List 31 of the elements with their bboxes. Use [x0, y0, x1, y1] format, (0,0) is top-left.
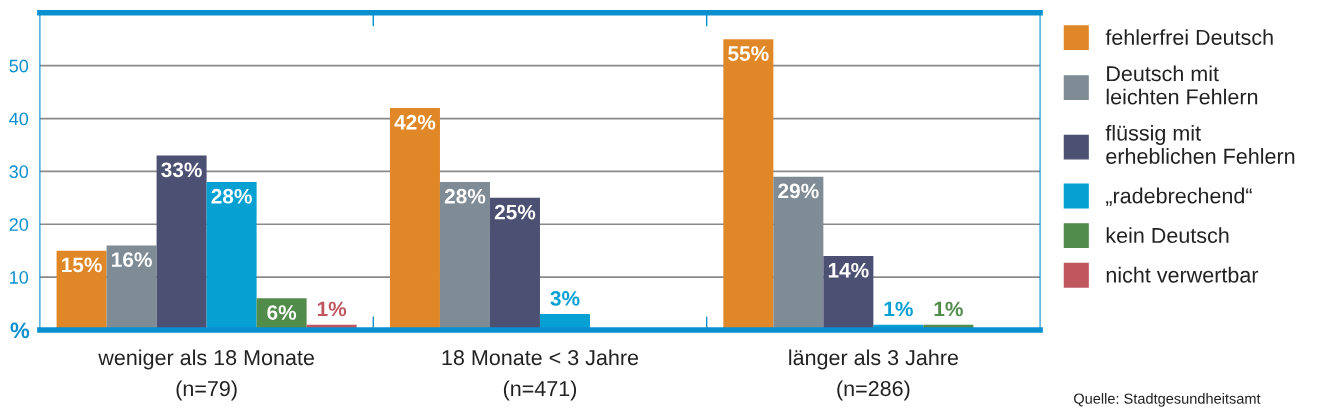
legend-label: kein Deutsch: [1106, 227, 1229, 244]
data-label: 29%: [778, 183, 819, 199]
x-tick-label: weniger als 18 Monate (n=79): [98, 349, 314, 401]
legend-label: fehlerfrei Deutsch: [1105, 29, 1273, 46]
data-label: 1%: [317, 301, 347, 317]
data-label: 55%: [728, 46, 769, 61]
legend-label: flüssig mit erheblichen Fehlern: [1105, 124, 1295, 164]
legend-label: Deutsch mit leichten Fehlern: [1106, 65, 1258, 105]
data-label: 15%: [62, 257, 102, 273]
y-tick-label: 50: [9, 59, 29, 73]
legend-label: „radebrechend“: [1106, 187, 1252, 206]
y-tick-label: 10: [10, 271, 29, 284]
legend-label: nicht verwertbar: [1106, 266, 1259, 283]
y-tick-label: 20: [9, 218, 29, 231]
data-label: 1%: [884, 301, 913, 317]
data-label: 3%: [550, 291, 580, 306]
data-label: 25%: [494, 204, 536, 220]
y-tick-label: 30: [9, 165, 29, 179]
data-label: 33%: [161, 162, 202, 178]
x-tick-label: länger als 3 Jahre (n=286): [789, 349, 958, 401]
data-label: 28%: [444, 188, 486, 204]
source-note: Quelle: Stadtgesundheitsamt: [1074, 393, 1261, 407]
data-label: 14%: [828, 262, 869, 278]
data-label: 1%: [934, 301, 963, 317]
data-label: 6%: [267, 305, 297, 320]
data-label: 42%: [394, 114, 436, 130]
y-axis-title: %: [10, 322, 30, 339]
x-tick-label: 18 Monate < 3 Jahre (n=471): [442, 349, 639, 401]
data-label: 16%: [112, 252, 152, 268]
y-tick-label: 40: [9, 112, 29, 126]
data-label: 28%: [211, 188, 252, 204]
